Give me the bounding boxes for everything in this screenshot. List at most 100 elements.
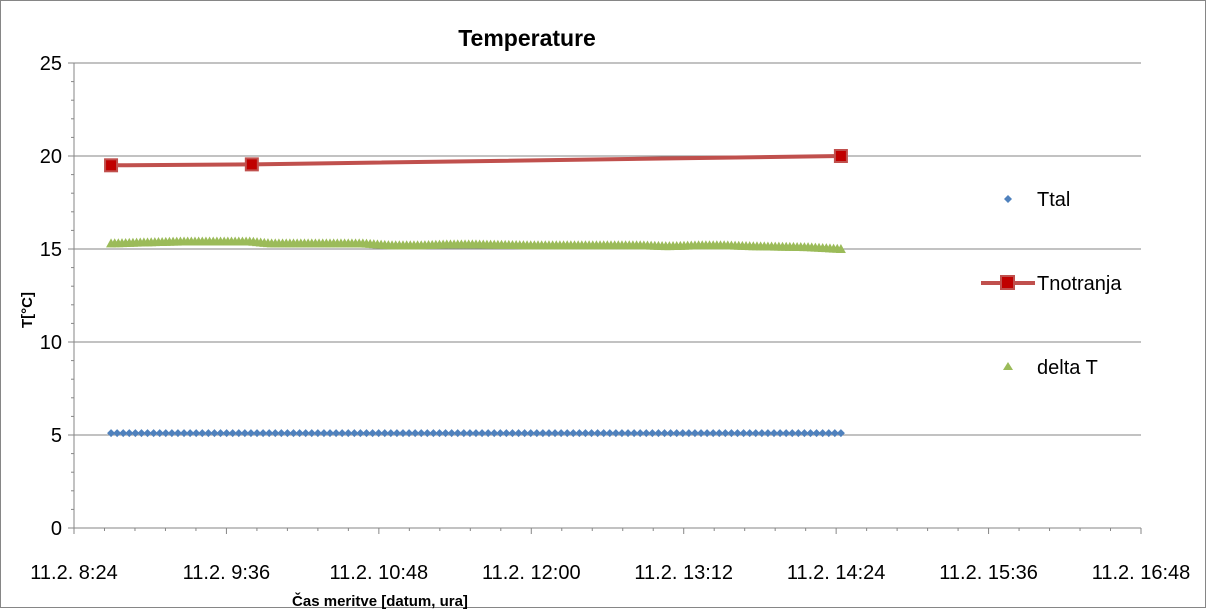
data-point-ttal — [435, 429, 444, 438]
data-point-ttal — [502, 429, 511, 438]
data-point-ttal — [794, 429, 803, 438]
data-point-ttal — [362, 429, 371, 438]
data-point-ttal — [459, 429, 468, 438]
x-tick-label: 11.2. 10:48 — [330, 562, 429, 584]
data-point-ttal — [776, 429, 785, 438]
x-axis-title: Čas meritve [datum, ura] — [292, 592, 468, 610]
data-point-ttal — [471, 429, 480, 438]
legend: Ttal Tnotranja delta T — [981, 189, 1122, 379]
axes: 0 5 10 15 20 25 11.2. 8:24 11.2. 9:36 11.2. 10:4… — [30, 53, 1190, 584]
legend-item-ttal: Ttal — [1004, 189, 1070, 211]
data-point-ttal — [836, 429, 845, 438]
y-tick-label: 20 — [40, 146, 62, 168]
data-point-ttal — [806, 429, 815, 438]
data-point-ttal — [338, 429, 347, 438]
x-tick-label: 11.2. 12:00 — [482, 562, 581, 584]
data-point-ttal — [137, 429, 146, 438]
data-point-ttal — [830, 429, 839, 438]
legend-item-tnotranja: Tnotranja — [981, 273, 1122, 295]
data-point-ttal — [599, 429, 608, 438]
data-point-ttal — [173, 429, 182, 438]
data-point-ttal — [155, 429, 164, 438]
y-tick-label: 0 — [51, 518, 62, 540]
data-point-ttal — [575, 429, 584, 438]
series-delta-t — [106, 236, 846, 253]
data-point-ttal — [611, 429, 620, 438]
data-point-ttal — [143, 429, 152, 438]
y-axis-title: T[°C] — [19, 292, 36, 328]
data-point-ttal — [423, 429, 432, 438]
data-point-ttal — [192, 429, 201, 438]
data-point-ttal — [417, 429, 426, 438]
y-tick-label: 15 — [40, 239, 62, 261]
data-point-ttal — [289, 429, 298, 438]
data-point-ttal — [411, 429, 420, 438]
data-point-ttal — [520, 429, 529, 438]
x-tick-label: 11.2. 9:36 — [183, 562, 270, 584]
data-point-ttal — [301, 429, 310, 438]
data-point-ttal — [709, 429, 718, 438]
data-point-ttal — [307, 429, 316, 438]
legend-label-ttal: Ttal — [1037, 189, 1070, 211]
legend-marker-ttal — [1004, 195, 1012, 203]
data-point-ttal — [119, 429, 128, 438]
data-point-ttal — [763, 429, 772, 438]
data-point-ttal — [721, 429, 730, 438]
legend-label-delta-t: delta T — [1037, 357, 1098, 379]
data-point-ttal — [222, 429, 231, 438]
data-point-ttal — [265, 429, 274, 438]
data-point-ttal — [678, 429, 687, 438]
x-tick-label: 11.2. 15:36 — [939, 562, 1038, 584]
data-point-ttal — [648, 429, 657, 438]
data-point-ttal — [484, 429, 493, 438]
x-tick-label: 11.2. 13:12 — [634, 562, 733, 584]
data-point-tnotranja — [104, 158, 119, 173]
data-point-ttal — [295, 429, 304, 438]
legend-marker-delta-t — [1003, 362, 1013, 370]
data-point-ttal — [824, 429, 833, 438]
data-point-ttal — [228, 429, 237, 438]
data-point-ttal — [800, 429, 809, 438]
data-point-ttal — [630, 429, 639, 438]
data-point-ttal — [380, 429, 389, 438]
data-point-ttal — [782, 429, 791, 438]
data-point-ttal — [703, 429, 712, 438]
data-point-ttal — [198, 429, 207, 438]
data-point-ttal — [569, 429, 578, 438]
data-point-ttal — [593, 429, 602, 438]
data-point-ttal — [344, 429, 353, 438]
data-point-ttal — [246, 429, 255, 438]
data-point-ttal — [283, 429, 292, 438]
data-point-ttal — [161, 429, 170, 438]
data-point-ttal — [617, 429, 626, 438]
y-tick-label: 5 — [51, 425, 62, 447]
series-tnotranja — [104, 149, 848, 173]
series-layer — [104, 149, 848, 438]
data-point-ttal — [745, 429, 754, 438]
data-point-ttal — [313, 429, 322, 438]
data-point-ttal — [186, 429, 195, 438]
data-point-ttal — [660, 429, 669, 438]
data-point-ttal — [216, 429, 225, 438]
data-point-ttal — [277, 429, 286, 438]
data-point-ttal — [788, 429, 797, 438]
y-tick-label: 25 — [40, 53, 62, 75]
x-tick-label: 11.2. 14:24 — [787, 562, 886, 584]
data-point-ttal — [271, 429, 280, 438]
chart-title: Temperature — [458, 25, 596, 51]
data-point-ttal — [672, 429, 681, 438]
legend-item-delta-t: delta T — [1003, 357, 1098, 379]
data-point-ttal — [684, 429, 693, 438]
data-point-ttal — [812, 429, 821, 438]
x-tick-label: 11.2. 16:48 — [1092, 562, 1191, 584]
data-point-ttal — [204, 429, 213, 438]
data-point-ttal — [642, 429, 651, 438]
data-point-ttal — [259, 429, 268, 438]
data-point-ttal — [429, 429, 438, 438]
data-point-ttal — [544, 429, 553, 438]
data-point-ttal — [818, 429, 827, 438]
data-point-ttal — [654, 429, 663, 438]
data-point-ttal — [453, 429, 462, 438]
legend-label-tnotranja: Tnotranja — [1037, 273, 1122, 295]
